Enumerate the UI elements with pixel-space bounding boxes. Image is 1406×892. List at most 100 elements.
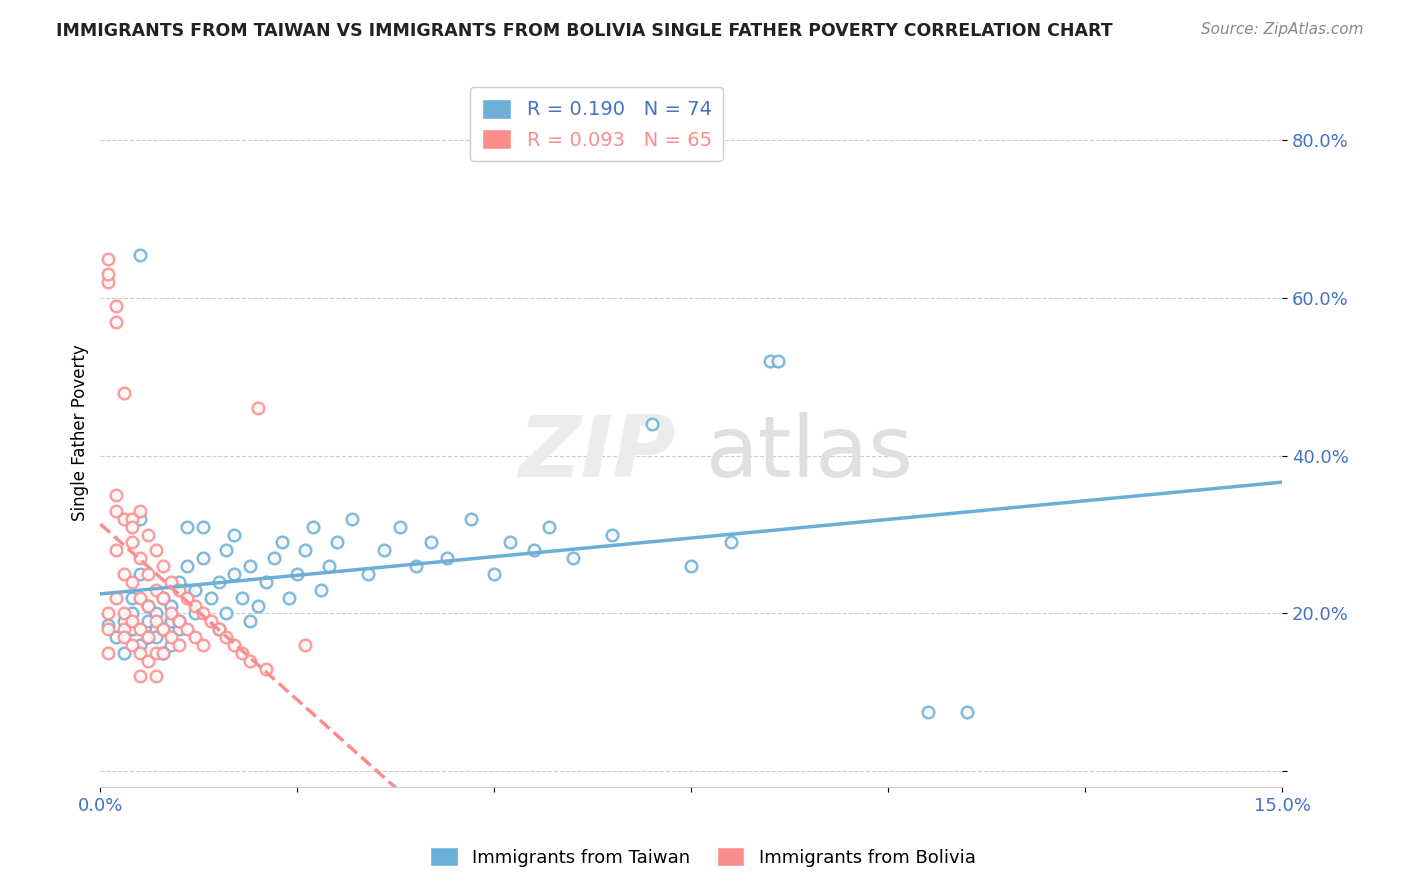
Point <box>112 607 135 621</box>
Point <box>523 543 546 558</box>
Point <box>105 630 128 644</box>
Point <box>121 638 143 652</box>
Point <box>160 615 183 629</box>
Point <box>145 646 167 660</box>
Point <box>184 599 207 613</box>
Point <box>97 622 120 636</box>
Text: atlas: atlas <box>706 412 914 495</box>
Point <box>759 354 782 368</box>
Point <box>167 582 190 597</box>
Point <box>105 630 128 644</box>
Point <box>294 543 316 558</box>
Point <box>405 559 427 574</box>
Point <box>121 574 143 589</box>
Point <box>152 591 174 605</box>
Point <box>136 630 159 644</box>
Point <box>254 574 277 589</box>
Point <box>176 582 198 597</box>
Point <box>184 607 207 621</box>
Point <box>136 654 159 668</box>
Point <box>285 567 308 582</box>
Point <box>167 615 190 629</box>
Point <box>239 654 262 668</box>
Point <box>121 574 143 589</box>
Text: Source: ZipAtlas.com: Source: ZipAtlas.com <box>1201 22 1364 37</box>
Point <box>105 315 128 329</box>
Point <box>176 519 198 533</box>
Point <box>167 582 190 597</box>
Point <box>97 607 120 621</box>
Point <box>160 607 183 621</box>
Point <box>136 527 159 541</box>
Point <box>128 669 150 683</box>
Point <box>152 646 174 660</box>
Point <box>160 574 183 589</box>
Point <box>224 527 246 541</box>
Point <box>224 638 246 652</box>
Point <box>562 551 585 566</box>
Point <box>246 599 269 613</box>
Point <box>200 615 222 629</box>
Point <box>484 567 506 582</box>
Point <box>105 299 128 313</box>
Point <box>342 512 364 526</box>
Point <box>97 252 120 266</box>
Point <box>917 705 939 719</box>
Point <box>128 591 150 605</box>
Point <box>207 622 229 636</box>
Point <box>224 527 246 541</box>
Point <box>105 488 128 502</box>
Point <box>97 268 120 282</box>
Point <box>136 527 159 541</box>
Point <box>215 543 238 558</box>
Point <box>112 615 135 629</box>
Point <box>121 591 143 605</box>
Point <box>121 535 143 549</box>
Point <box>263 551 285 566</box>
Point <box>152 622 174 636</box>
Point <box>302 519 325 533</box>
Point <box>128 551 150 566</box>
Point <box>460 512 482 526</box>
Point <box>294 543 316 558</box>
Point <box>538 519 561 533</box>
Point <box>191 638 214 652</box>
Point <box>145 615 167 629</box>
Point <box>215 607 238 621</box>
Point <box>167 622 190 636</box>
Point <box>128 248 150 262</box>
Point <box>121 638 143 652</box>
Point <box>176 591 198 605</box>
Point <box>405 559 427 574</box>
Point <box>128 638 150 652</box>
Point <box>720 535 742 549</box>
Point <box>318 559 340 574</box>
Point <box>152 559 174 574</box>
Point <box>160 574 183 589</box>
Point <box>191 607 214 621</box>
Point <box>254 662 277 676</box>
Point <box>766 354 789 368</box>
Point <box>136 630 159 644</box>
Point <box>215 630 238 644</box>
Point <box>641 417 664 432</box>
Point <box>152 591 174 605</box>
Point <box>357 567 380 582</box>
Point <box>325 535 347 549</box>
Point <box>484 567 506 582</box>
Point <box>97 646 120 660</box>
Point <box>97 268 120 282</box>
Point <box>160 607 183 621</box>
Point <box>145 622 167 636</box>
Point <box>460 512 482 526</box>
Text: IMMIGRANTS FROM TAIWAN VS IMMIGRANTS FROM BOLIVIA SINGLE FATHER POVERTY CORRELAT: IMMIGRANTS FROM TAIWAN VS IMMIGRANTS FRO… <box>56 22 1114 40</box>
Point <box>128 638 150 652</box>
Point <box>184 630 207 644</box>
Point <box>184 582 207 597</box>
Point <box>105 591 128 605</box>
Point <box>224 638 246 652</box>
Point <box>436 551 458 566</box>
Point <box>215 630 238 644</box>
Point <box>231 591 253 605</box>
Point <box>145 622 167 636</box>
